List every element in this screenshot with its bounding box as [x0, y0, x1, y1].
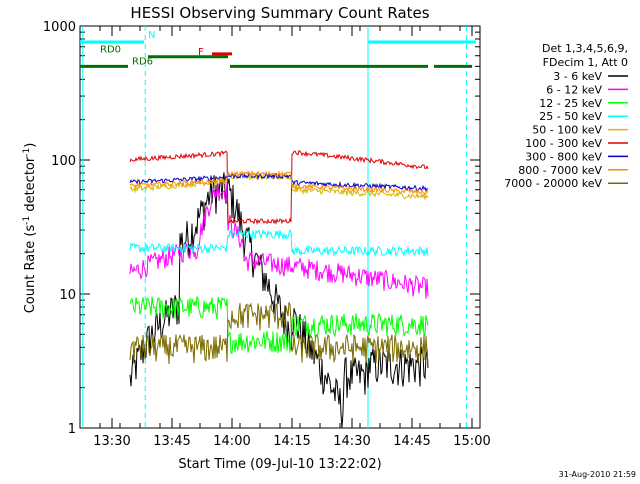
y-tick-label: 10: [59, 288, 76, 303]
footer-timestamp: 31-Aug-2010 21:59: [559, 470, 636, 479]
flag-label-rd0: RD0: [100, 45, 121, 56]
series-line-1: [129, 181, 429, 299]
legend-entry-label: 25 - 50 keV: [539, 110, 602, 123]
series-line-3: [129, 228, 429, 258]
x-tick-label: 13:45: [153, 434, 190, 449]
flag-label-rd6: RD6: [132, 56, 153, 67]
y-axis-label-part: Count Rate (s: [23, 225, 38, 314]
y-tick-label: 100: [51, 154, 76, 169]
series-line-4: [129, 172, 429, 200]
series-line-7: [129, 169, 429, 196]
legend-entry-label: 50 - 100 keV: [532, 124, 602, 137]
series-line-6: [129, 172, 429, 193]
series-line-5: [129, 150, 429, 226]
legend-entry-label: 3 - 6 keV: [553, 70, 602, 83]
plot-area: 1 10 100 1000 13:30 13:45 14:00 14:15 14:30 14:45…: [43, 20, 491, 449]
x-tick-label: 14:00: [213, 434, 250, 449]
flag-label-n: N: [148, 30, 155, 41]
legend-entry-label: 7000 - 20000 keV: [504, 177, 602, 190]
x-tick-label: 14:45: [393, 434, 430, 449]
legend-entry-label: 300 - 800 keV: [525, 150, 602, 163]
x-tick-label: 13:30: [93, 434, 130, 449]
legend-header: FDecim 1, Att 0: [543, 56, 628, 69]
series-line-0: [129, 172, 429, 429]
y-axis-label-part: detector: [23, 156, 38, 216]
y-axis-label: Count Rate (s-1 detector-1): [22, 143, 38, 314]
y-axis-label-superscript: -1: [22, 148, 32, 157]
x-tick-label: 14:30: [333, 434, 370, 449]
series-line-8: [129, 302, 429, 365]
chart-title: HESSI Observing Summary Count Rates: [130, 4, 429, 22]
y-tick-label: 1: [68, 422, 76, 437]
legend-header: Det 1,3,4,5,6,9,: [542, 42, 628, 55]
legend-entry-label: 12 - 25 keV: [539, 97, 602, 110]
flag-label-f: F: [198, 47, 204, 58]
legend-entry-label: 6 - 12 keV: [546, 83, 602, 96]
y-tick-label: 1000: [43, 20, 76, 35]
x-axis-label: Start Time (09-Jul-10 13:22:02): [178, 457, 381, 472]
legend: Det 1,3,4,5,6,9,FDecim 1, Att 03 - 6 keV…: [504, 42, 628, 190]
y-axis-label-part: ): [23, 143, 38, 148]
legend-entry-label: 100 - 300 keV: [525, 137, 602, 150]
x-tick-label: 15:00: [453, 434, 490, 449]
y-axis-label-superscript: -1: [22, 216, 32, 225]
series-line-2: [129, 295, 429, 355]
legend-entry-label: 800 - 7000 keV: [518, 164, 602, 177]
x-tick-label: 14:15: [273, 434, 310, 449]
